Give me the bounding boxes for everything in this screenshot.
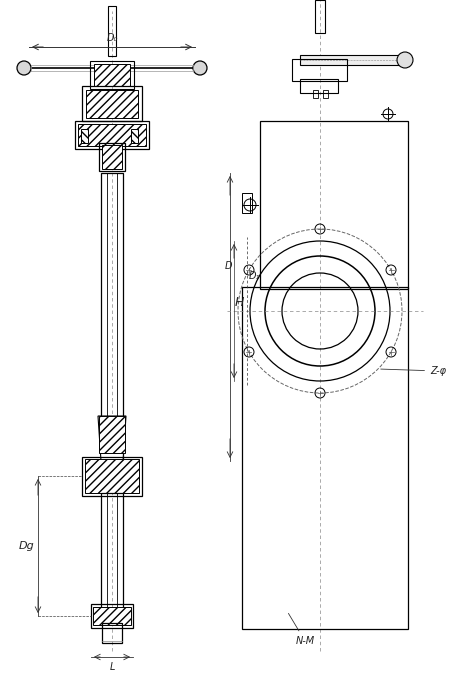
Text: D₁: D₁ — [249, 271, 261, 281]
Bar — [82, 86, 142, 121]
Bar — [86, 90, 138, 118]
Bar — [85, 459, 139, 493]
Bar — [81, 129, 88, 143]
Bar — [82, 457, 142, 496]
Bar — [93, 607, 131, 625]
Polygon shape — [98, 416, 126, 461]
Text: D₀: D₀ — [106, 33, 118, 43]
Text: Z-φ: Z-φ — [381, 366, 446, 376]
Bar — [101, 493, 123, 609]
Bar — [102, 623, 122, 643]
Bar — [91, 604, 133, 628]
Text: L: L — [109, 662, 115, 672]
Text: N-M: N-M — [288, 614, 315, 646]
Bar — [260, 121, 408, 289]
Bar — [300, 79, 338, 93]
Bar — [323, 90, 328, 98]
Circle shape — [17, 61, 31, 75]
Bar — [313, 90, 318, 98]
Text: H: H — [235, 296, 244, 308]
Bar — [101, 173, 123, 461]
Bar — [300, 55, 405, 65]
Bar — [99, 416, 125, 453]
Bar — [131, 129, 138, 143]
Bar — [242, 287, 408, 629]
Circle shape — [397, 52, 413, 68]
Text: Dg: Dg — [18, 541, 34, 551]
Bar — [108, 6, 116, 56]
Text: D: D — [225, 261, 232, 271]
Bar — [292, 59, 347, 81]
Circle shape — [193, 61, 207, 75]
Bar — [99, 143, 125, 171]
Bar — [94, 64, 130, 86]
Bar — [78, 124, 146, 146]
Bar — [75, 121, 149, 149]
Bar — [90, 61, 134, 89]
Bar — [242, 193, 252, 213]
Bar — [315, 0, 325, 33]
Bar — [102, 145, 122, 169]
